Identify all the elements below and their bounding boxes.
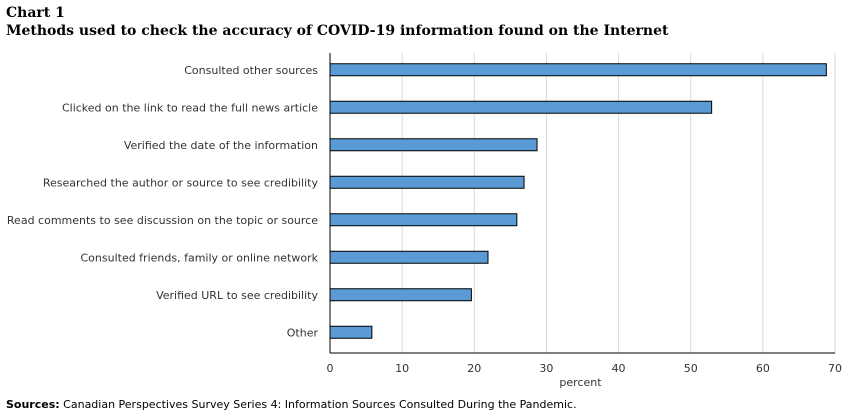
bar	[329, 175, 525, 189]
bar	[329, 213, 518, 227]
source-label: Sources:	[6, 398, 60, 411]
x-tick-label: 50	[684, 362, 698, 375]
category-label: Consulted friends, family or online netw…	[80, 251, 318, 264]
category-label: Read comments to see discussion on the t…	[7, 214, 318, 227]
bar	[329, 325, 373, 339]
category-label: Verified the date of the information	[124, 139, 318, 152]
category-label: Researched the author or source to see c…	[43, 176, 319, 189]
category-label: Clicked on the link to read the full new…	[62, 101, 318, 114]
bar	[329, 138, 538, 152]
chart-subtitle: Methods used to check the accuracy of CO…	[6, 23, 669, 39]
x-tick-label: 40	[612, 362, 626, 375]
x-tick-label: 30	[539, 362, 553, 375]
bar	[329, 250, 489, 264]
chart-title: Chart 1	[6, 5, 65, 21]
x-axis-title: percent	[559, 376, 602, 389]
category-label: Consulted other sources	[184, 64, 318, 77]
x-tick-label: 70	[828, 362, 842, 375]
x-tick-label: 60	[756, 362, 770, 375]
category-label: Other	[287, 326, 319, 339]
source-text: Canadian Perspectives Survey Series 4: I…	[63, 398, 577, 411]
x-tick-label: 0	[327, 362, 334, 375]
bar	[329, 100, 713, 114]
bar	[329, 63, 827, 77]
source-note: Sources: Canadian Perspectives Survey Se…	[6, 398, 577, 411]
category-label: Verified URL to see credibility	[156, 289, 318, 302]
x-tick-label: 20	[467, 362, 481, 375]
bar-chart: 0 10 20 30 40 50 60 70 Consulted other sources Cl…	[7, 53, 842, 389]
x-tick-label: 10	[395, 362, 409, 375]
bar	[329, 288, 472, 302]
